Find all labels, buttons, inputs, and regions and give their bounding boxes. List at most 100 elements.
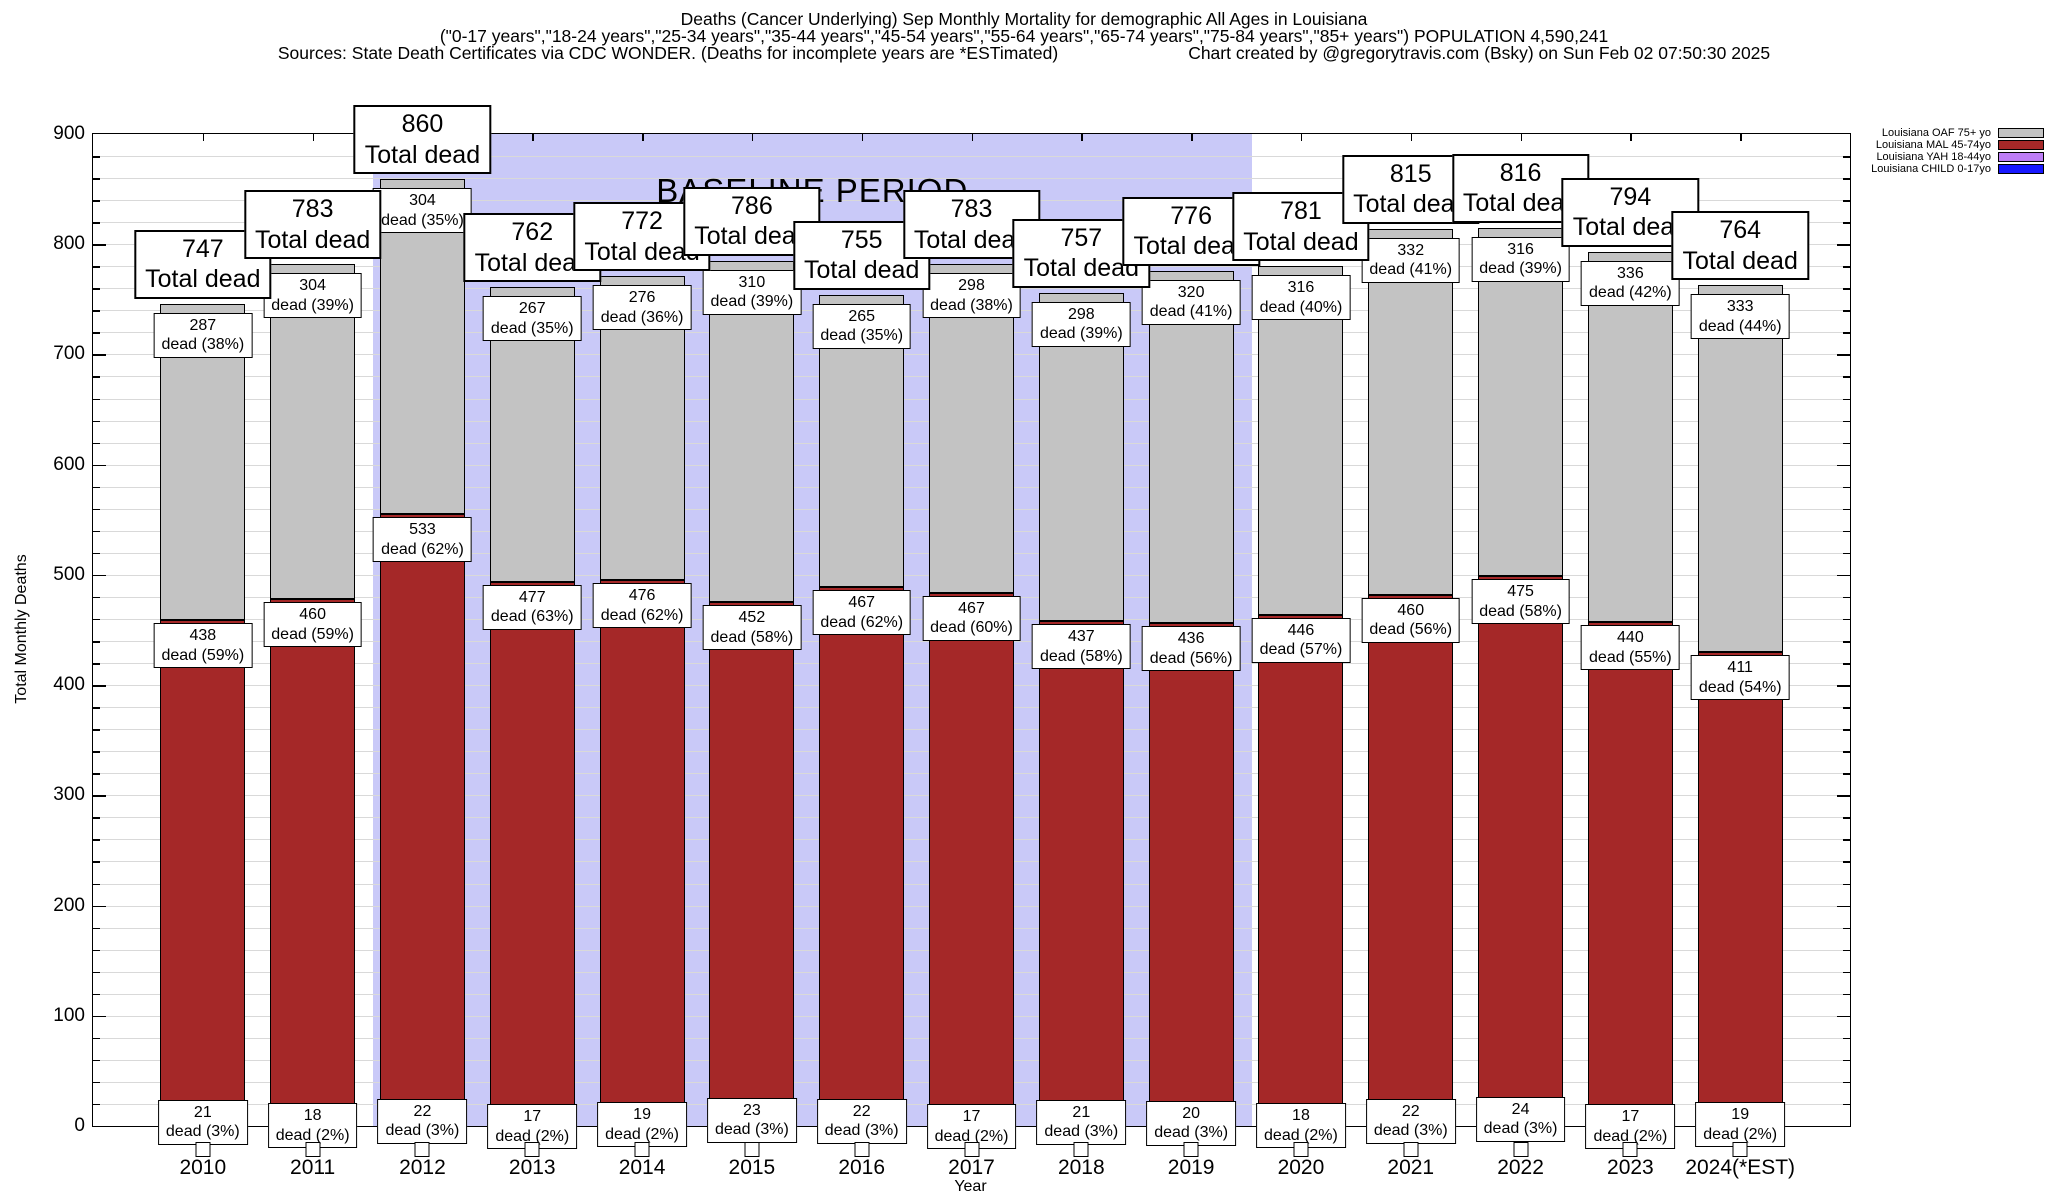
mal-segment-label: 467 dead (60%) (922, 595, 1021, 641)
y-tick-left (93, 707, 100, 709)
segment-label-line: 467 (958, 599, 985, 617)
total-label-line: Total dead (1243, 227, 1359, 256)
total-label-line: Total dead (1133, 232, 1249, 261)
total-label-line: Total dead (584, 237, 700, 266)
segment-label-line: 265 (848, 307, 876, 325)
segment-label-line: dead (36%) (600, 308, 684, 326)
y-tick-right (1843, 156, 1850, 158)
total-label-line: 776 (1170, 201, 1212, 230)
child-label-marker (1622, 1142, 1638, 1157)
y-tick-right (1843, 442, 1850, 445)
y-tick-left (93, 795, 106, 797)
y-tick-right (1843, 927, 1850, 930)
mal-segment-label: 436 dead (56%) (1141, 626, 1241, 672)
segment-label-line: 438 (189, 627, 217, 645)
segment-label-line: 437 (1067, 628, 1095, 646)
x-tick-label: 2022 (1497, 1156, 1544, 1179)
total-dead-label: 764 Total dead (1671, 211, 1809, 281)
child-label-marker (1293, 1142, 1309, 1157)
x-tick-label: 2014 (618, 1156, 666, 1179)
y-tick-right (1843, 861, 1850, 863)
y-tick-right (1843, 178, 1850, 180)
bar-segment (379, 514, 465, 1102)
yah-segment-label: 23 dead (3%) (706, 1097, 797, 1143)
child-label-marker (305, 1142, 321, 1157)
segment-label-line: dead (35%) (820, 327, 904, 345)
segment-label-line: dead (2%) (275, 1126, 350, 1144)
x-axis-title: Year (954, 1178, 987, 1195)
x-tick-label: 2016 (838, 1156, 886, 1179)
segment-label-line: 20 (1182, 1104, 1201, 1122)
y-tick-right (1843, 1103, 1850, 1106)
segment-label-line: 298 (958, 277, 985, 295)
x-tick-top (312, 134, 315, 141)
y-tick-label: 100 (53, 1004, 85, 1026)
bar-segment (1368, 228, 1454, 595)
total-label-line: 755 (840, 225, 883, 254)
segment-label-line: dead (3%) (714, 1121, 789, 1139)
chart-title-line3: Sources: State Death Certificates via CD… (0, 43, 2048, 64)
bar-segment (1368, 594, 1454, 1102)
segment-label-line: 24 (1511, 1100, 1530, 1118)
oaf-segment-label: 336 dead (42%) (1581, 260, 1680, 306)
chart-credit-text: Chart created by @gregorytravis.com (Bsk… (1188, 43, 1771, 63)
gridline (93, 156, 1850, 158)
yah-segment-label: 20 dead (3%) (1146, 1100, 1237, 1146)
bar-segment (1697, 285, 1783, 653)
bar-segment (270, 599, 356, 1107)
y-tick-right (1837, 1015, 1850, 1018)
segment-label-line: dead (3%) (1154, 1124, 1229, 1142)
segment-label-line: 320 (1177, 283, 1205, 301)
chart-sources-text: Sources: State Death Certificates via CD… (277, 43, 1059, 63)
y-tick-right (1843, 288, 1850, 290)
x-tick-top (1300, 134, 1303, 141)
x-tick-label: 2017 (948, 1156, 995, 1179)
yah-segment-label: 21 dead (3%) (1036, 1099, 1127, 1145)
segment-label-line: dead (44%) (1698, 317, 1782, 335)
y-tick-right (1843, 641, 1850, 643)
segment-label-line: dead (42%) (1589, 284, 1672, 302)
chart-title-line1: Deaths (Cancer Underlying) Sep Monthly M… (680, 9, 1368, 29)
y-tick-left (93, 685, 106, 687)
segment-label-line: dead (58%) (1479, 602, 1562, 620)
y-tick-label: 200 (53, 894, 85, 916)
yah-segment-label: 24 dead (3%) (1475, 1096, 1566, 1142)
y-tick-left (93, 574, 106, 577)
total-label-line: 815 (1389, 159, 1432, 188)
oaf-segment-label: 276 dead (36%) (592, 285, 692, 331)
y-tick-left (93, 266, 100, 268)
x-tick-top (861, 134, 864, 141)
y-tick-right (1837, 244, 1850, 246)
y-tick-right (1843, 420, 1850, 423)
y-tick-left (93, 1037, 100, 1040)
x-tick-label: 2012 (399, 1156, 446, 1179)
bar-segment (819, 587, 905, 1102)
segment-label-line: dead (3%) (1373, 1122, 1448, 1140)
y-tick-right (1837, 574, 1850, 577)
total-label-line: Total dead (1682, 246, 1798, 275)
legend-label: Louisiana YAH 18-44yo (1876, 151, 1991, 163)
total-label-line: Total dead (1462, 189, 1579, 218)
y-tick-right (1843, 751, 1850, 753)
segment-label-line: dead (38%) (930, 296, 1013, 314)
y-tick-left (93, 1081, 100, 1084)
total-label-line: Total dead (804, 256, 920, 285)
total-label-line: Total dead (913, 225, 1030, 254)
segment-label-line: 276 (628, 289, 656, 307)
bar-segment (1587, 622, 1673, 1108)
y-tick-right (1843, 817, 1850, 819)
segment-label-line: 22 (1401, 1102, 1420, 1120)
segment-label-line: 304 (409, 192, 436, 210)
bar-segment (1697, 652, 1783, 1106)
y-tick-left (93, 530, 100, 533)
bar-segment (709, 602, 795, 1101)
y-tick-right (1843, 332, 1850, 334)
total-label-line: Total dead (694, 222, 810, 251)
segment-label-line: 336 (1617, 264, 1644, 282)
segment-label-line: dead (39%) (710, 293, 794, 311)
mal-segment-label: 467 dead (62%) (812, 590, 912, 636)
total-label-line: 781 (1280, 197, 1322, 226)
y-tick-left (93, 861, 100, 863)
y-tick-label: 0 (74, 1115, 85, 1136)
